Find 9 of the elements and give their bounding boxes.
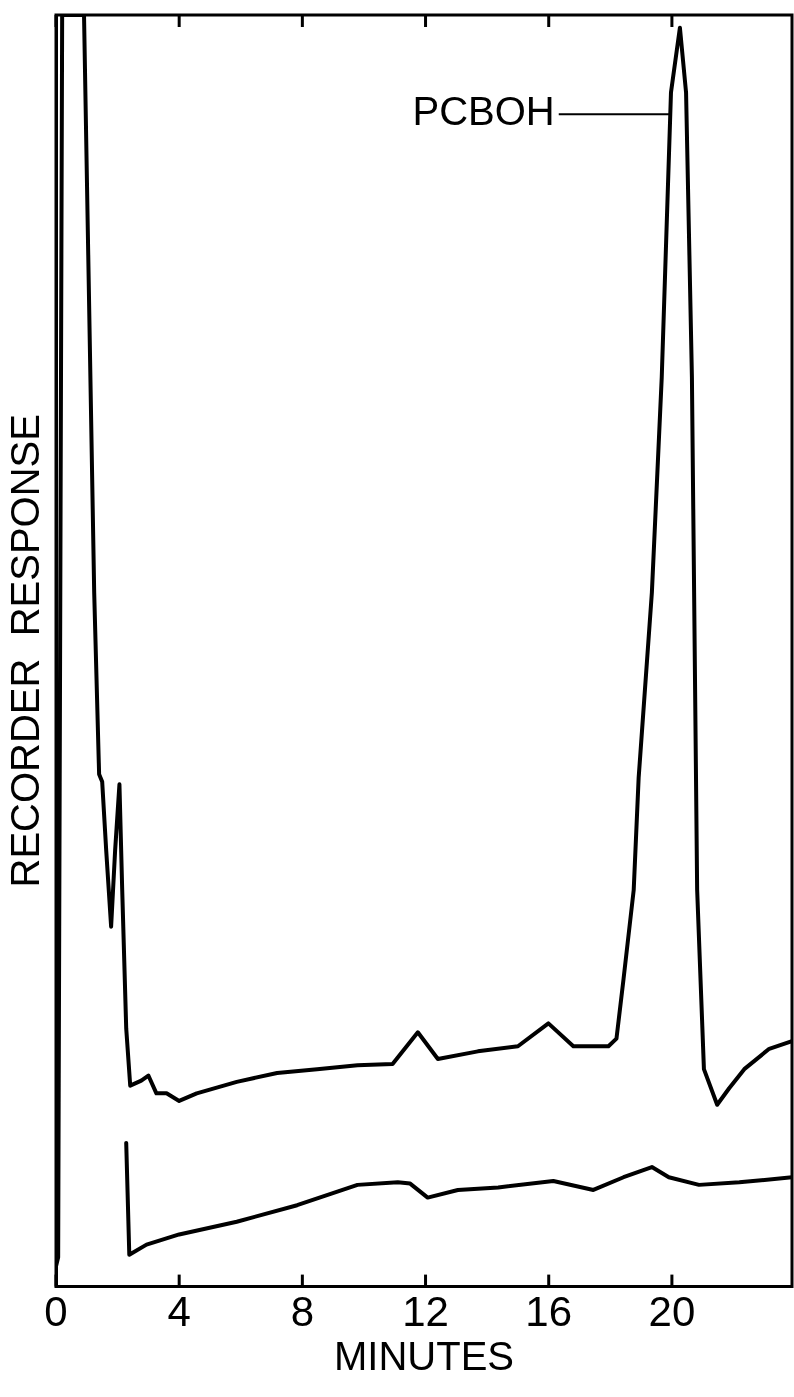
x-tick-label: 4: [167, 1288, 191, 1336]
annotation: PCBOH: [412, 89, 555, 134]
x-axis-title: MINUTES: [334, 1334, 514, 1379]
x-tick-label: 20: [648, 1288, 696, 1336]
x-tick-label: 16: [525, 1288, 573, 1336]
x-tick-label: 8: [290, 1288, 315, 1336]
x-tick-label: 12: [402, 1288, 449, 1336]
x-tick-label: 0: [44, 1288, 68, 1336]
y-axis-title: RECORDER RESPONSE: [3, 414, 48, 888]
